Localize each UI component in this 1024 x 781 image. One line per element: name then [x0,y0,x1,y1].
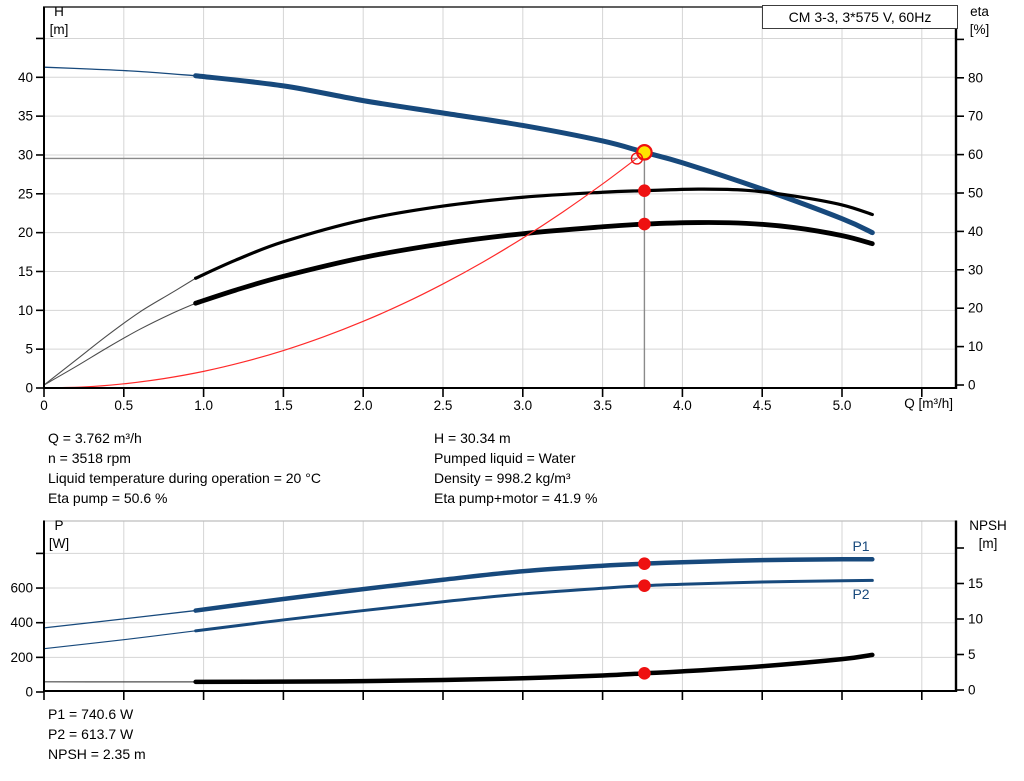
left-axis-tick-label: 40 [18,70,33,85]
right-axis-tick-label: 5 [968,647,976,662]
eta-axis-unit: [%] [969,22,990,37]
pump-model-label: CM 3-3, 3*575 V, 60Hz [788,9,932,25]
head-curve-lead [43,66,197,77]
x-axis-tick-label: 2.5 [434,398,453,413]
left-axis-tick-label: 600 [10,581,33,596]
npsh-point [638,667,651,680]
right-axis-tick-label: 10 [968,339,983,354]
right-axis-tick-label: 15 [968,576,983,591]
info-line-npsh: NPSH = 2.35 m [48,746,146,762]
left-axis-tick-label: 10 [18,303,33,318]
left-axis-tick-label: 0 [25,381,33,396]
eta-pump-motor-curve [193,220,875,306]
info-line-eta-pump-motor: Eta pump+motor = 41.9 % [434,490,598,506]
x-axis-tick-label: 0.5 [114,398,133,413]
q-axis-unit: Q [m³/h] [904,396,953,411]
p-axis-label: P [54,518,64,533]
left-axis-tick-label: 200 [10,650,33,665]
info-line-liquid-temp: Liquid temperature during operation = 20… [48,470,321,486]
head-curve [193,73,875,236]
eta-pump-motor-point [638,217,651,231]
p1-point [638,557,651,570]
eta-pump-curve [194,187,874,280]
p2-curve-label: P2 [852,586,870,602]
x-axis-tick-label: 3.0 [513,398,532,413]
p1-curve-label: P1 [852,538,870,554]
left-axis-tick-label: 0 [25,685,33,700]
npsh-curve [193,652,875,685]
duty-info-left: Q = 3.762 m³/h n = 3518 rpm Liquid tempe… [48,428,321,508]
duty-point[interactable] [636,144,653,161]
left-axis-tick-label: 400 [10,615,33,630]
right-axis-tick-label: 0 [968,378,976,393]
npsh-axis-label: NPSH [969,518,1007,533]
duty-info-right: H = 30.34 m Pumped liquid = Water Densit… [434,428,597,508]
info-line-eta-pump: Eta pump = 50.6 % [48,490,168,506]
info-line-density: Density = 998.2 kg/m³ [434,470,571,486]
left-axis-tick-label: 25 [18,186,33,201]
info-line-h: H = 30.34 m [434,430,511,446]
p-axis-title: P [W] [44,517,74,553]
p1-curve [193,556,875,613]
eta-pump-point [638,184,651,197]
x-axis-tick-label: 5.0 [833,398,852,413]
x-axis-tick-label: 4.5 [753,398,772,413]
p2-point [638,579,651,592]
eta-pump-curve-lead [43,277,197,386]
right-axis-tick-label: 40 [968,224,983,239]
eta-pump-motor-curve-lead [43,302,197,386]
right-axis-tick-label: 30 [968,262,983,277]
power-info: P1 = 740.6 W P2 = 613.7 W NPSH = 2.35 m [48,704,146,764]
left-axis-tick-label: 5 [25,342,33,357]
h-axis-label: H [54,4,64,19]
right-axis-tick-label: 20 [968,301,983,316]
x-axis-tick-label: 2.0 [354,398,373,413]
info-line-pumped-liquid: Pumped liquid = Water [434,450,576,466]
right-axis-tick-label: 0 [968,683,976,698]
x-axis-tick-label: 1.0 [194,398,213,413]
left-axis-tick-label: 20 [18,225,33,240]
h-axis-unit: [m] [49,22,69,37]
info-line-p1: P1 = 740.6 W [48,706,134,722]
right-axis-tick-label: 50 [968,186,983,201]
x-axis-tick-label: 3.5 [593,398,612,413]
h-axis-title: H [m] [44,3,74,39]
p2-curve-lead [43,630,197,650]
pump-model-box: CM 3-3, 3*575 V, 60Hz [762,5,958,29]
left-axis-tick-label: 30 [18,147,33,162]
right-axis-tick-label: 10 [968,612,983,627]
x-axis-tick-label: 1.5 [274,398,293,413]
right-axis-tick-label: 60 [968,147,983,162]
right-axis-tick-label: 70 [968,109,983,124]
x-axis-tick-label: 0 [40,398,48,413]
info-line-p2: P2 = 613.7 W [48,726,134,742]
npsh-axis-unit: [m] [978,536,998,551]
npsh-axis-title: NPSH [m] [962,517,1014,553]
system-curve [43,157,638,389]
left-axis-tick-label: 15 [18,264,33,279]
info-line-n: n = 3518 rpm [48,450,131,466]
p2-curve [194,578,874,633]
info-line-q: Q = 3.762 m³/h [48,430,142,446]
rated-point [630,152,644,165]
eta-axis-label: eta [970,4,989,19]
left-axis-tick-label: 35 [18,109,33,124]
p1-curve-lead [43,609,197,629]
x-axis-tick-label: 4.0 [673,398,692,413]
eta-axis-title: eta [%] [961,3,998,39]
right-axis-tick-label: 80 [968,70,983,85]
p-axis-unit: [W] [48,536,70,551]
